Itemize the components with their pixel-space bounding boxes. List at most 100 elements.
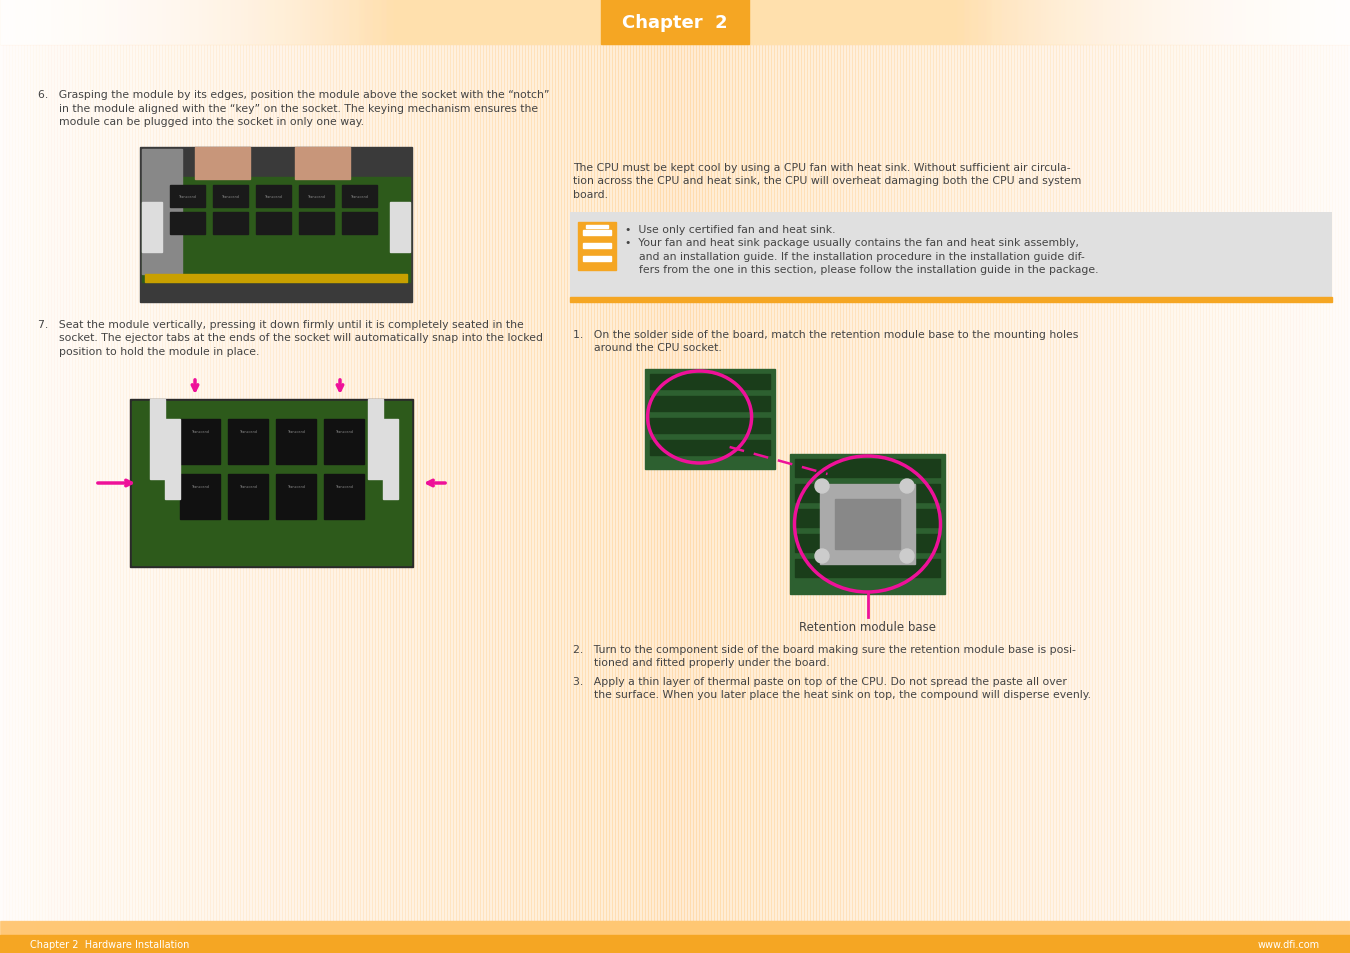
Bar (1065, 45, 1068, 921)
Bar (1305, 45, 1308, 921)
Bar (1044, 45, 1048, 921)
Bar (1131, 45, 1134, 921)
Bar (319, 45, 321, 921)
Bar (697, 45, 699, 921)
Bar (639, 45, 643, 921)
Bar (768, 45, 771, 921)
Bar (140, 148, 412, 303)
Bar (49, 45, 51, 921)
Bar (783, 45, 786, 921)
Bar (795, 510, 940, 527)
Bar (292, 45, 294, 921)
Bar (1210, 45, 1212, 921)
Bar (194, 148, 250, 180)
Bar (729, 45, 732, 921)
Bar (1031, 45, 1035, 921)
Bar (918, 45, 921, 921)
Bar (624, 45, 626, 921)
Bar (649, 418, 770, 434)
Bar (170, 186, 205, 208)
Bar (744, 45, 747, 921)
Bar (765, 45, 768, 921)
Bar (130, 45, 132, 921)
Bar (711, 45, 714, 921)
Bar (886, 45, 888, 921)
Bar (9, 45, 12, 921)
Bar (45, 45, 49, 921)
Bar (51, 45, 54, 921)
Bar (616, 45, 618, 921)
Bar (346, 45, 348, 921)
Bar (1284, 45, 1287, 921)
Bar (267, 45, 270, 921)
Bar (135, 45, 138, 921)
Bar (792, 45, 795, 921)
Text: the surface. When you later place the heat sink on top, the compound will disper: the surface. When you later place the he… (572, 690, 1091, 700)
Bar (59, 45, 63, 921)
Text: tioned and fitted properly under the board.: tioned and fitted properly under the boa… (572, 658, 830, 668)
Bar (699, 45, 702, 921)
Bar (432, 45, 435, 921)
Bar (795, 559, 940, 578)
Bar (954, 45, 957, 921)
Bar (324, 475, 365, 519)
Bar (1188, 45, 1191, 921)
Bar (649, 375, 770, 390)
Text: Chapter  2: Chapter 2 (622, 13, 728, 31)
Text: Transcend: Transcend (306, 194, 325, 199)
Bar (117, 45, 120, 921)
Bar (390, 203, 410, 253)
Bar (720, 45, 724, 921)
Bar (822, 45, 825, 921)
Bar (1134, 45, 1137, 921)
Bar (417, 45, 420, 921)
Bar (144, 45, 147, 921)
Bar (896, 45, 900, 921)
Text: Transcend: Transcend (239, 484, 256, 489)
Bar (150, 399, 165, 479)
Text: 6.   Grasping the module by its edges, position the module above the socket with: 6. Grasping the module by its edges, pos… (38, 90, 549, 100)
Text: Transcend: Transcend (239, 430, 256, 434)
Bar (774, 45, 778, 921)
Bar (780, 45, 783, 921)
Bar (221, 45, 225, 921)
Bar (707, 45, 711, 921)
Bar (256, 213, 292, 234)
Bar (927, 45, 930, 921)
Bar (909, 45, 913, 921)
Bar (861, 45, 864, 921)
Bar (1197, 45, 1200, 921)
Bar (213, 186, 248, 208)
Bar (1156, 45, 1158, 921)
Bar (306, 45, 309, 921)
Bar (1308, 45, 1311, 921)
Bar (1068, 45, 1071, 921)
Bar (471, 45, 474, 921)
Bar (1218, 45, 1220, 921)
Bar (356, 45, 360, 921)
Bar (761, 45, 765, 921)
Bar (462, 45, 464, 921)
Bar (726, 45, 729, 921)
Bar (531, 45, 535, 921)
Bar (756, 45, 759, 921)
Bar (204, 45, 207, 921)
Bar (1212, 45, 1215, 921)
Bar (333, 45, 336, 921)
Bar (342, 213, 377, 234)
Bar (518, 45, 522, 921)
Bar (572, 45, 576, 921)
Bar (537, 45, 540, 921)
Bar (1326, 45, 1328, 921)
Circle shape (900, 550, 914, 563)
Bar (849, 45, 852, 921)
Bar (159, 45, 162, 921)
Bar (984, 45, 987, 921)
Bar (400, 45, 402, 921)
Bar (27, 45, 30, 921)
Bar (348, 45, 351, 921)
Bar (651, 45, 653, 921)
Text: socket. The ejector tabs at the ends of the socket will automatically snap into : socket. The ejector tabs at the ends of … (38, 334, 543, 343)
Bar (999, 45, 1002, 921)
Bar (414, 45, 417, 921)
